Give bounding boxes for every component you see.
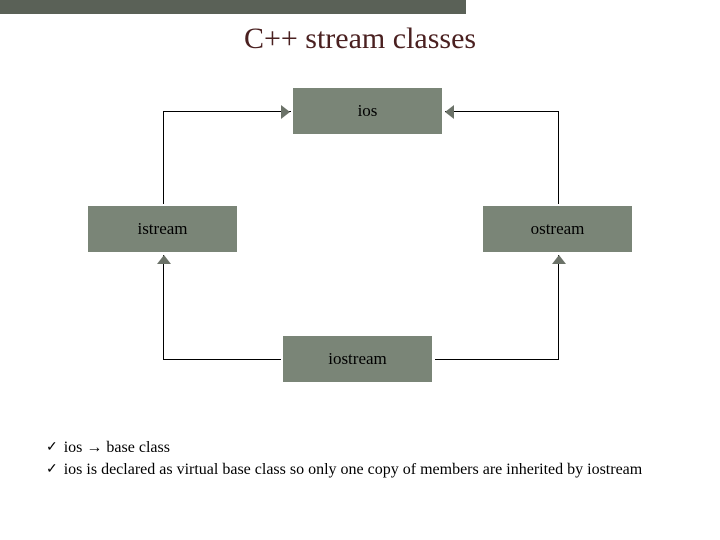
edge-segment: [163, 359, 281, 360]
note-item: ✓ ios is declared as virtual base class s…: [46, 460, 690, 480]
edge-segment: [558, 111, 559, 204]
edge-segment: [163, 111, 164, 204]
edge-segment: [163, 255, 164, 360]
arrowhead-right: [281, 105, 290, 119]
arrowhead-left: [445, 105, 454, 119]
arrow-icon: →: [86, 439, 102, 456]
inheritance-diagram: iosistreamostreamiostream: [85, 85, 630, 385]
note-text: ios is declared as virtual base class so…: [64, 460, 643, 480]
note-item: ✓ ios → base class: [46, 438, 690, 458]
note-text: ios → base class: [64, 438, 170, 458]
edge-segment: [445, 111, 559, 112]
node-istream: istream: [85, 203, 240, 255]
check-icon: ✓: [46, 460, 58, 480]
node-ostream: ostream: [480, 203, 635, 255]
notes-list: ✓ ios → base class ✓ ios is declared as vir…: [46, 438, 690, 482]
edge-segment: [558, 255, 559, 360]
edge-segment: [163, 111, 291, 112]
top-bar: [0, 0, 466, 14]
check-icon: ✓: [46, 438, 58, 458]
arrowhead-up: [157, 255, 171, 264]
page-title: C++ stream classes: [0, 22, 720, 56]
arrowhead-up: [552, 255, 566, 264]
node-ios: ios: [290, 85, 445, 137]
edge-segment: [435, 359, 559, 360]
node-iostream: iostream: [280, 333, 435, 385]
